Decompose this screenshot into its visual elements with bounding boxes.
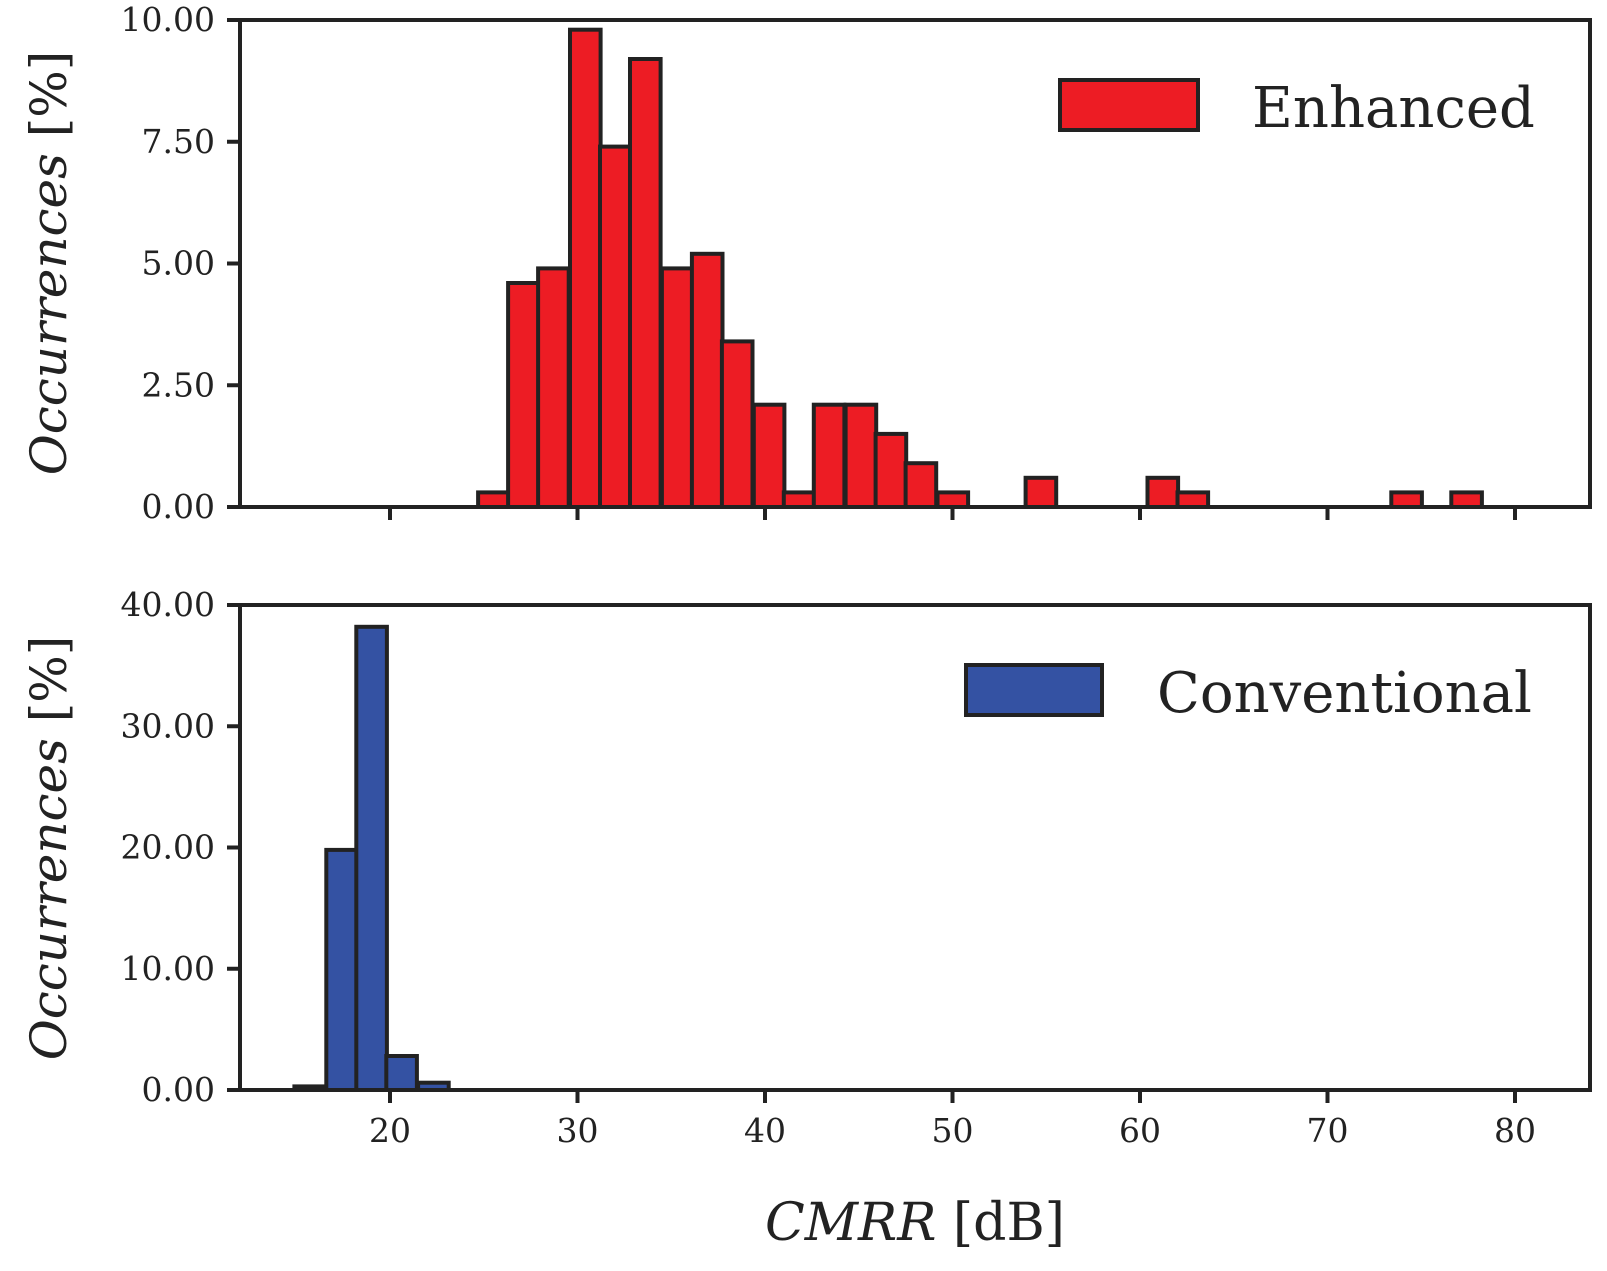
bottom-y-axis: 0.00 10.00 20.00 30.00 40.00: [121, 585, 240, 1109]
x-tick-label: 40: [744, 1111, 786, 1150]
top-y-axis-label: Occurrences [%]: [20, 51, 78, 475]
legend-label-enhanced: Enhanced: [1252, 76, 1535, 141]
enhanced-bar: [598, 144, 633, 509]
y-tick-label: 30.00: [121, 706, 215, 745]
x-tick-label: 80: [1494, 1111, 1536, 1150]
y-tick-label: 10.00: [121, 0, 215, 39]
y-tick-label: 10.00: [121, 949, 215, 988]
x-tick-label: 70: [1307, 1111, 1349, 1150]
enhanced-bar: [811, 402, 847, 510]
conventional-bar: [354, 624, 389, 1092]
enhanced-bar: [506, 281, 541, 509]
enhanced-bar: [751, 402, 787, 510]
enhanced-bar: [903, 461, 939, 510]
x-tick-label: 20: [369, 1111, 411, 1150]
enhanced-bar: [843, 402, 879, 510]
enhanced-bar: [689, 251, 725, 509]
conventional-bars: [292, 624, 451, 1093]
y-tick-label: 40.00: [121, 585, 215, 624]
y-tick-label: 0.00: [142, 487, 215, 526]
top-legend: Enhanced: [1058, 76, 1535, 141]
x-tick-label: 30: [557, 1111, 599, 1150]
y-tick-label: 5.00: [142, 244, 215, 283]
enhanced-bar: [476, 490, 511, 509]
enhanced-bar: [873, 431, 909, 509]
bottom-legend: Conventional: [964, 661, 1532, 726]
y-tick-label: 7.50: [142, 122, 215, 161]
top-y-axis: 0.00 2.50 5.00 7.50 10.00: [121, 0, 240, 526]
enhanced-bar: [568, 27, 603, 509]
enhanced-bar: [1145, 475, 1181, 509]
enhanced-bar: [781, 490, 817, 509]
x-tick-label: 50: [932, 1111, 974, 1150]
enhanced-bar: [1449, 490, 1484, 509]
enhanced-bar: [628, 57, 663, 509]
enhanced-bar: [719, 339, 755, 509]
conventional-bar: [324, 847, 359, 1093]
enhanced-bar: [1023, 475, 1059, 509]
y-tick-label: 0.00: [142, 1070, 215, 1109]
x-tick-label: 60: [1119, 1111, 1161, 1150]
bottom-y-axis-label: Occurrences [%]: [20, 636, 78, 1060]
legend-swatch-enhanced: [1058, 78, 1200, 132]
top-x-axis: [388, 507, 1517, 520]
enhanced-histogram-panel: 0.00 2.50 5.00 7.50 10.00 Occurrences [%] En…: [20, 0, 1592, 526]
enhanced-bar: [935, 490, 971, 509]
x-axis-label: CMRR [dB]: [765, 1193, 1065, 1253]
y-tick-label: 2.50: [142, 365, 215, 404]
y-tick-label: 20.00: [121, 828, 215, 867]
enhanced-bars: [476, 27, 1484, 510]
conventional-bar: [384, 1054, 419, 1092]
bottom-x-axis: 20 30 40 50 60 70 80: [369, 1090, 1536, 1150]
enhanced-bar: [1389, 490, 1424, 509]
enhanced-bar: [1175, 490, 1211, 509]
enhanced-bar: [659, 266, 695, 509]
legend-label-conventional: Conventional: [1157, 661, 1532, 726]
enhanced-bar: [536, 266, 571, 509]
legend-swatch-conventional: [964, 663, 1104, 717]
